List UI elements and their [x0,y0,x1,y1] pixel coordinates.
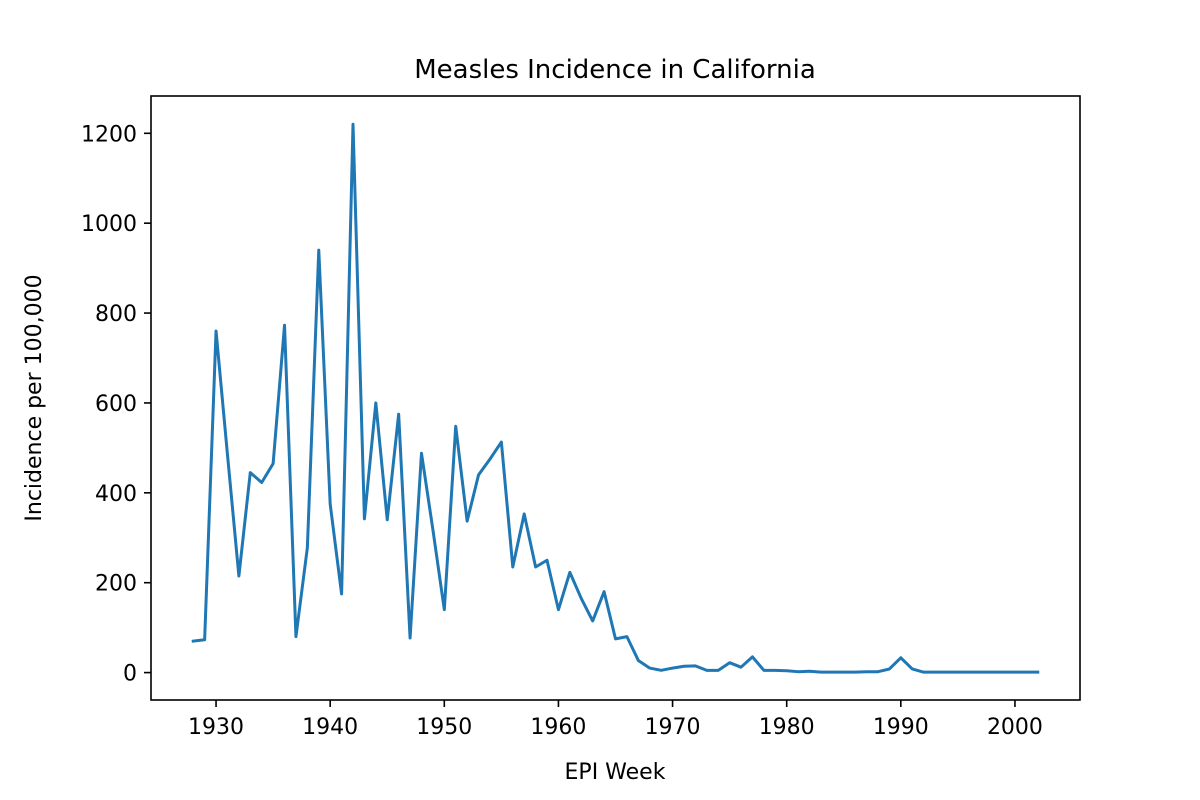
chart-title: Measles Incidence in California [414,55,816,85]
x-axis: 1930 1940 1950 1960 1970 1980 1990 2000 [188,700,1043,740]
y-axis: 0 200 400 600 800 1000 1200 [81,122,151,687]
y-tick-label: 600 [95,392,137,417]
x-tick-label: 2000 [987,715,1043,740]
series-line-0 [191,122,1040,674]
x-tick-label: 1990 [873,715,929,740]
y-tick-label: 1000 [81,212,137,237]
x-tick-label: 1950 [416,715,472,740]
plot-frame [150,95,1081,701]
y-axis-title: Incidence per 100,000 [22,274,47,521]
y-tick-label: 400 [95,482,137,507]
x-tick-label: 1970 [645,715,701,740]
y-tick-label: 1200 [81,122,137,147]
x-tick-label: 1960 [530,715,586,740]
y-tick-label: 200 [95,572,137,597]
x-axis-title: EPI Week [565,760,666,785]
x-tick-label: 1980 [759,715,815,740]
x-tick-label: 1940 [302,715,358,740]
y-tick-label: 0 [123,662,137,687]
y-tick-label: 800 [95,302,137,327]
plot-area [191,122,1040,674]
x-tick-label: 1930 [188,715,244,740]
